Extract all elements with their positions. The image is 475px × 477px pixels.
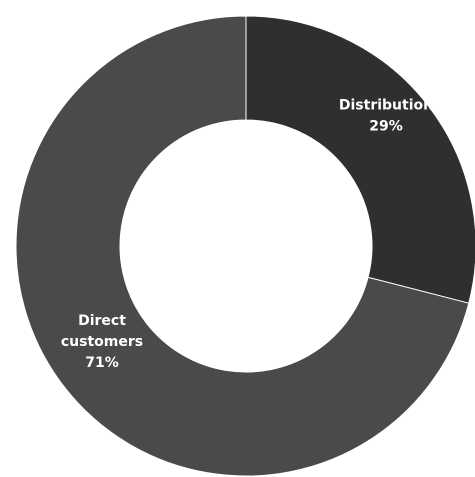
slice-distribution	[245, 15, 475, 304]
slice-label-line: customers	[61, 334, 143, 350]
slice-label-direct-customers: Direct customers 71%	[61, 313, 143, 371]
slice-label-distribution: Distribution 29%	[339, 98, 433, 135]
slice-label-line: Direct	[78, 313, 126, 329]
slice-label-line: 29%	[369, 119, 403, 135]
slice-direct-customers	[15, 15, 470, 477]
slice-label-line: Distribution	[339, 98, 433, 114]
donut-slices	[15, 15, 475, 477]
slice-labels: Distribution 29% Direct customers 71%	[61, 98, 433, 372]
slice-label-line: 71%	[85, 355, 119, 371]
